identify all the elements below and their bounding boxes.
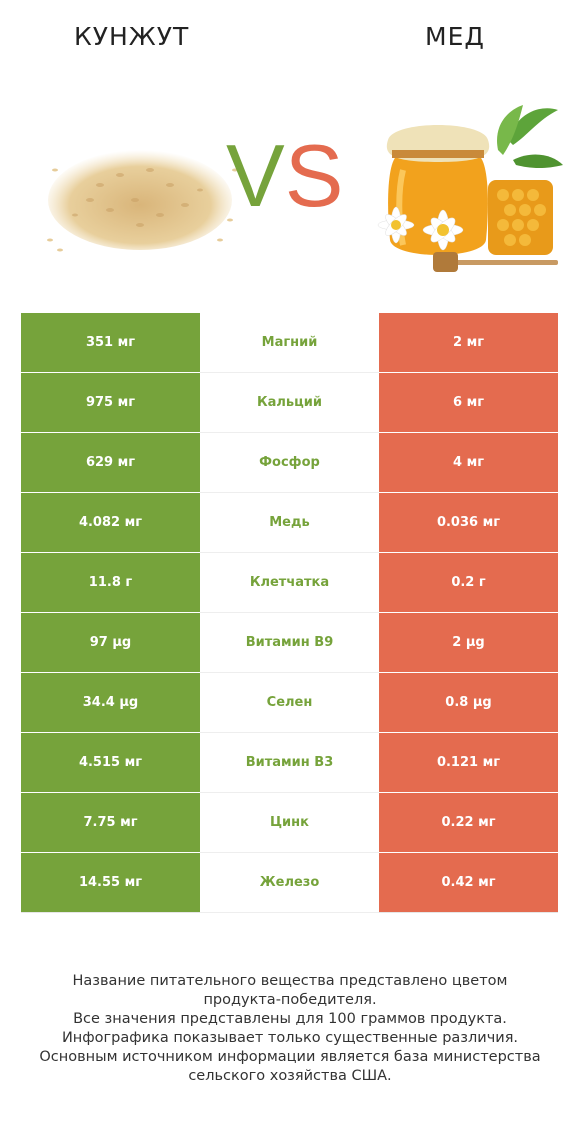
table-row: 975 мг Кальций 6 мг [21,372,558,433]
honey-jar-image [377,105,563,272]
table-row: 14.55 мг Железо 0.42 мг [21,852,558,913]
right-product-title: МЕД [425,22,485,51]
table-row: 7.75 мг Цинк 0.22 мг [21,792,558,853]
nutrient-name: Клетчатка [200,552,379,613]
footer-notes: Название питательного вещества представл… [20,972,560,1086]
vs-v-letter: V [226,126,285,225]
table-row: 351 мг Магний 2 мг [21,313,558,373]
footer-line: Основным источником информации является … [39,1049,541,1065]
right-value: 2 мг [379,313,558,373]
table-row: 97 µg Витамин B9 2 µg [21,612,558,673]
nutrient-name: Селен [200,672,379,733]
left-value: 351 мг [21,313,200,373]
vs-s-letter: S [284,126,344,225]
vs-label: VS [226,132,343,220]
footer-line: Все значения представлены для 100 граммо… [73,1011,507,1027]
nutrient-name: Витамин B3 [200,732,379,793]
left-value: 7.75 мг [21,792,200,853]
right-value: 0.8 µg [379,672,558,733]
table-row: 629 мг Фосфор 4 мг [21,432,558,493]
table-row: 4.082 мг Медь 0.036 мг [21,492,558,553]
right-value: 0.22 мг [379,792,558,853]
footer-line: Название питательного вещества представл… [72,973,508,989]
nutrient-comparison-table: 351 мг Магний 2 мг 975 мг Кальций 6 мг 6… [21,313,558,913]
sesame-seeds-image [47,150,238,252]
left-value: 629 мг [21,432,200,493]
right-value: 0.42 мг [379,852,558,913]
nutrient-name: Медь [200,492,379,553]
table-row: 34.4 µg Селен 0.8 µg [21,672,558,733]
left-value: 4.515 мг [21,732,200,793]
right-value: 6 мг [379,372,558,433]
left-product-title: КУНЖУТ [74,22,190,51]
nutrient-name: Магний [200,313,379,373]
right-value: 0.2 г [379,552,558,613]
nutrient-name: Кальций [200,372,379,433]
right-value: 0.036 мг [379,492,558,553]
footer-line: продукта-победителя. [203,992,377,1008]
table-row: 11.8 г Клетчатка 0.2 г [21,552,558,613]
left-value: 4.082 мг [21,492,200,553]
right-value: 2 µg [379,612,558,673]
left-value: 14.55 мг [21,852,200,913]
nutrient-name: Цинк [200,792,379,853]
nutrient-name: Витамин B9 [200,612,379,673]
footer-line: сельского хозяйства США. [188,1068,392,1084]
left-value: 97 µg [21,612,200,673]
left-value: 975 мг [21,372,200,433]
nutrient-name: Фосфор [200,432,379,493]
table-row: 4.515 мг Витамин B3 0.121 мг [21,732,558,793]
right-value: 4 мг [379,432,558,493]
left-value: 11.8 г [21,552,200,613]
footer-line: Инфографика показывает только существенн… [61,1030,519,1046]
right-value: 0.121 мг [379,732,558,793]
nutrient-name: Железо [200,852,379,913]
left-value: 34.4 µg [21,672,200,733]
